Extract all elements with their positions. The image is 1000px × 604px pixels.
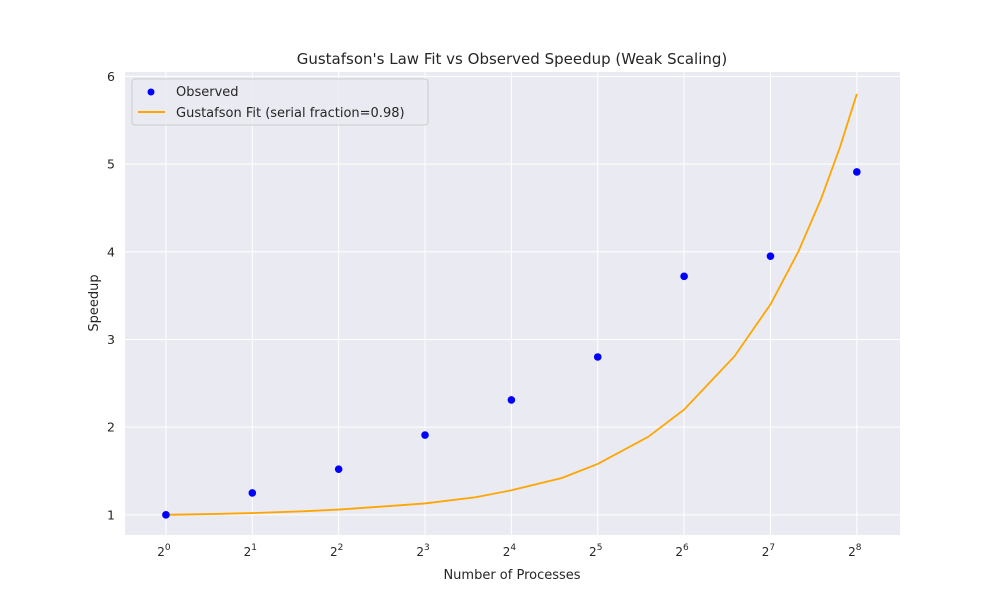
legend-observed-marker xyxy=(147,88,155,96)
observed-point xyxy=(593,353,602,361)
y-axis-label: Speedup xyxy=(87,274,102,331)
y-tick-labels: 1 2 3 4 5 6 xyxy=(107,69,115,522)
curve-layer xyxy=(165,93,858,516)
y-tick-label: 5 xyxy=(107,157,115,172)
x-tick-label: 21 xyxy=(244,543,257,559)
x-tick-label: 24 xyxy=(503,543,517,559)
legend-observed-label: Observed xyxy=(176,85,239,100)
observed-point xyxy=(334,465,343,474)
observed-point xyxy=(853,168,861,176)
plot-area xyxy=(125,72,900,535)
x-tick-label: 25 xyxy=(589,543,602,559)
grid-layer xyxy=(125,72,900,535)
x-axis-label: Number of Processes xyxy=(443,568,580,583)
x-tick-label: 22 xyxy=(330,543,343,559)
observed-point xyxy=(680,272,688,281)
legend: Observed Gustafson Fit (serial fraction=… xyxy=(131,78,429,126)
points-layer xyxy=(162,168,861,519)
x-tick-label: 20 xyxy=(157,543,171,559)
x-tick-label: 28 xyxy=(848,543,862,559)
observed-point xyxy=(162,511,170,519)
legend-box xyxy=(131,78,429,126)
x-tick-label: 23 xyxy=(416,543,429,559)
x-tick-label: 26 xyxy=(675,543,689,559)
observed-point xyxy=(421,431,429,439)
y-tick-label: 1 xyxy=(107,507,115,522)
observed-point xyxy=(766,252,775,260)
observed-point xyxy=(248,489,257,497)
chart-title: Gustafson's Law Fit vs Observed Speedup … xyxy=(297,50,728,68)
y-tick-label: 3 xyxy=(107,332,115,347)
legend-fit-label: Gustafson Fit (serial fraction=0.98) xyxy=(176,106,405,121)
y-tick-label: 2 xyxy=(107,420,115,435)
observed-point xyxy=(507,396,516,404)
y-tick-label: 6 xyxy=(107,69,115,84)
gustafson-fit-line xyxy=(165,93,858,516)
y-tick-label: 4 xyxy=(107,244,115,259)
x-tick-label: 27 xyxy=(762,543,775,559)
x-tick-labels: 20 21 22 23 24 25 26 27 28 xyxy=(157,543,862,559)
